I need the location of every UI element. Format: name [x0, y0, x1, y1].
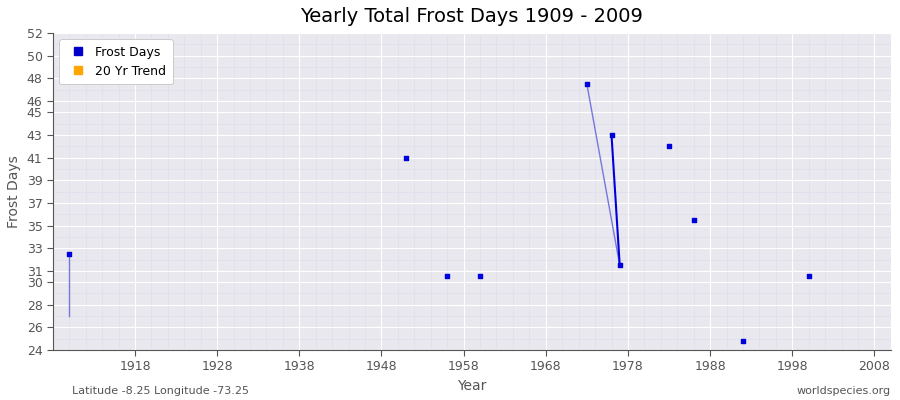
X-axis label: Year: Year: [457, 379, 487, 393]
Legend: Frost Days, 20 Yr Trend: Frost Days, 20 Yr Trend: [59, 39, 173, 84]
Text: worldspecies.org: worldspecies.org: [796, 386, 891, 396]
Title: Yearly Total Frost Days 1909 - 2009: Yearly Total Frost Days 1909 - 2009: [301, 7, 644, 26]
Point: [152, 41, 166, 48]
Point: [687, 217, 701, 223]
Point: [801, 273, 815, 280]
Point: [399, 154, 413, 161]
Point: [440, 273, 454, 280]
Point: [604, 132, 618, 138]
Text: Latitude -8.25 Longitude -73.25: Latitude -8.25 Longitude -73.25: [72, 386, 249, 396]
Point: [472, 273, 487, 280]
Point: [662, 143, 676, 150]
Point: [735, 338, 750, 344]
Point: [613, 262, 627, 268]
Point: [580, 81, 594, 87]
Point: [62, 251, 77, 257]
Y-axis label: Frost Days: Frost Days: [7, 155, 21, 228]
